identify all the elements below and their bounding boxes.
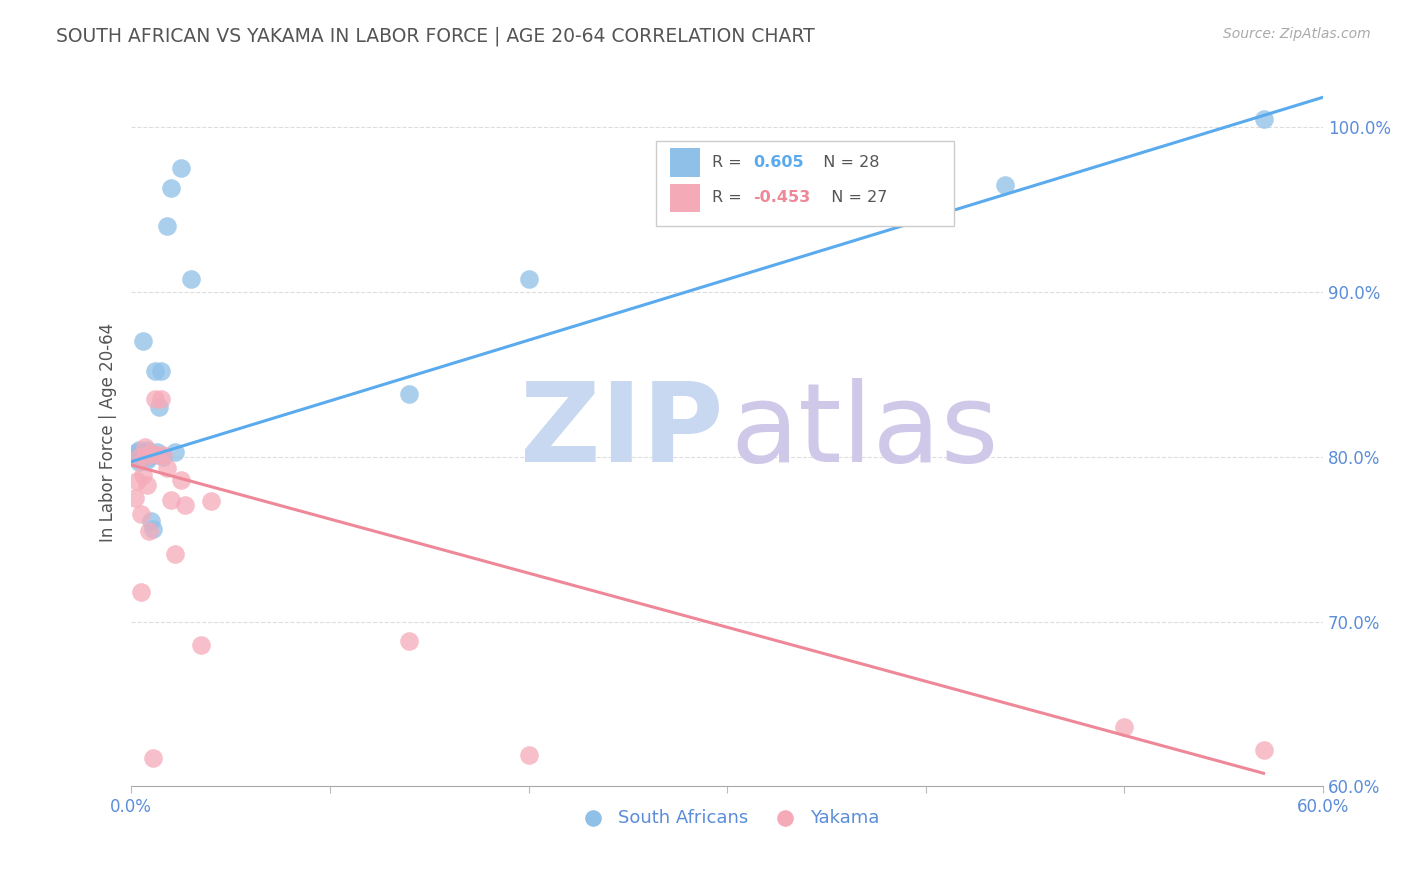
Point: [150, 392, 173, 406]
Point: [127, 451, 149, 466]
Point: [180, 271, 202, 285]
Point: [132, 334, 155, 349]
Point: [142, 751, 165, 765]
FancyBboxPatch shape: [655, 141, 953, 227]
Point: [129, 585, 152, 599]
Point: [160, 181, 183, 195]
Point: [150, 364, 173, 378]
FancyBboxPatch shape: [671, 184, 700, 212]
Text: ZIP: ZIP: [520, 378, 724, 485]
Point: [148, 401, 170, 415]
Point: [143, 364, 166, 378]
Y-axis label: In Labor Force | Age 20-64: In Labor Force | Age 20-64: [100, 322, 117, 541]
Point: [134, 450, 156, 464]
Point: [152, 450, 174, 464]
Point: [124, 491, 146, 505]
Text: R =: R =: [711, 155, 747, 170]
Point: [160, 492, 183, 507]
Point: [152, 448, 174, 462]
Point: [517, 271, 540, 285]
Point: [132, 467, 155, 482]
Point: [398, 634, 420, 648]
Text: R =: R =: [711, 191, 747, 205]
Point: [138, 524, 160, 538]
Point: [170, 161, 193, 175]
Point: [1253, 112, 1275, 126]
Point: [128, 443, 150, 458]
FancyBboxPatch shape: [671, 148, 700, 177]
Point: [134, 444, 156, 458]
Point: [398, 387, 420, 401]
Point: [142, 522, 165, 536]
Point: [136, 453, 159, 467]
Point: [127, 444, 149, 458]
Point: [146, 444, 169, 458]
Point: [129, 444, 152, 458]
Point: [994, 178, 1017, 192]
Point: [127, 475, 149, 489]
Text: N = 28: N = 28: [813, 155, 880, 170]
Text: atlas: atlas: [731, 378, 1000, 485]
Point: [124, 450, 146, 464]
Text: Source: ZipAtlas.com: Source: ZipAtlas.com: [1223, 27, 1371, 41]
Point: [128, 455, 150, 469]
Point: [138, 450, 160, 464]
Point: [146, 448, 169, 462]
Point: [129, 508, 152, 522]
Text: N = 27: N = 27: [821, 191, 887, 205]
Point: [170, 473, 193, 487]
Point: [163, 547, 186, 561]
Point: [136, 477, 159, 491]
Point: [139, 514, 162, 528]
Point: [1253, 743, 1275, 757]
Point: [129, 450, 152, 464]
Text: 0.605: 0.605: [754, 155, 804, 170]
Point: [136, 443, 159, 458]
Text: SOUTH AFRICAN VS YAKAMA IN LABOR FORCE | AGE 20-64 CORRELATION CHART: SOUTH AFRICAN VS YAKAMA IN LABOR FORCE |…: [56, 27, 815, 46]
Point: [156, 461, 179, 475]
Point: [134, 440, 156, 454]
Point: [1114, 720, 1136, 734]
Point: [173, 498, 195, 512]
Point: [128, 450, 150, 464]
Point: [139, 446, 162, 460]
Legend: South Africans, Yakama: South Africans, Yakama: [568, 802, 887, 834]
Text: -0.453: -0.453: [754, 191, 811, 205]
Point: [156, 219, 179, 233]
Point: [200, 494, 222, 508]
Point: [163, 444, 186, 458]
Point: [517, 748, 540, 763]
Point: [143, 392, 166, 406]
Point: [190, 638, 212, 652]
